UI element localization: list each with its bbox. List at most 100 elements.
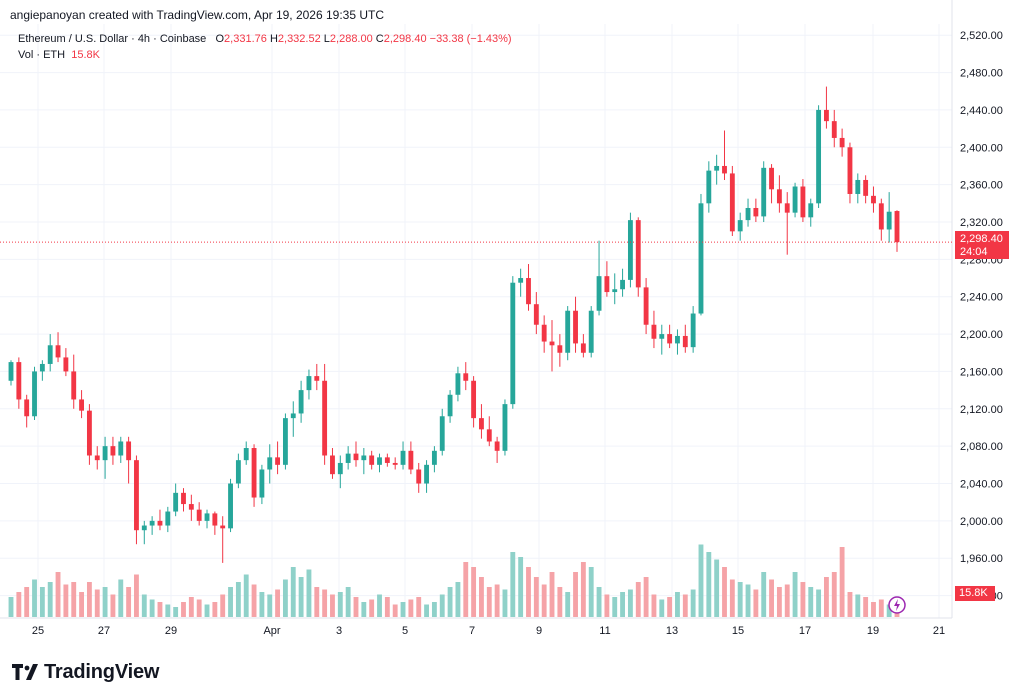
ohlc-legend: Ethereum / U.S. Dollar · 4h · Coinbase O… xyxy=(18,33,512,45)
volume-bar xyxy=(494,584,500,617)
candle-body xyxy=(643,287,649,325)
y-tick-label: 2,200.00 xyxy=(960,329,1003,341)
volume-bar xyxy=(8,597,14,617)
volume-bar xyxy=(596,587,602,617)
candle-body xyxy=(659,334,665,339)
volume-bar xyxy=(306,569,312,617)
volume-bar xyxy=(455,582,461,617)
candle-body xyxy=(604,276,610,293)
volume-bar xyxy=(682,594,688,617)
candle-body xyxy=(71,371,77,400)
volume-bar xyxy=(737,582,743,617)
candle-body xyxy=(667,334,673,344)
candle-body xyxy=(24,399,30,417)
candle-body xyxy=(714,165,720,171)
volume-bar xyxy=(855,594,861,617)
bar-countdown: 24:04 xyxy=(960,246,988,258)
candle-body xyxy=(494,441,500,451)
volume-bar xyxy=(314,587,320,617)
volume-bar xyxy=(604,594,610,617)
candle-body xyxy=(400,450,406,465)
candle-body xyxy=(55,345,61,358)
candle-body xyxy=(63,357,69,372)
candle-body xyxy=(463,373,469,381)
y-tick-label: 2,440.00 xyxy=(960,105,1003,117)
volume-bar xyxy=(86,582,92,617)
candle-body xyxy=(267,457,273,470)
volume-bar xyxy=(118,579,124,617)
candle-body xyxy=(573,310,578,344)
candle-body xyxy=(173,492,179,512)
volume-bar xyxy=(541,584,547,617)
candle-body xyxy=(110,446,116,456)
volume-bar xyxy=(94,589,100,617)
candle-body xyxy=(322,380,328,456)
candle-body xyxy=(682,335,688,348)
candle-body xyxy=(596,276,602,311)
volume-bar xyxy=(761,572,767,617)
candle-body xyxy=(392,462,398,465)
x-tick-label: 25 xyxy=(32,625,44,637)
volume-bar xyxy=(800,582,806,617)
volume-bar xyxy=(847,592,853,617)
chart-credit: angiepanoyan created with TradingView.co… xyxy=(10,8,385,22)
candle-body xyxy=(188,504,194,510)
volume-bar xyxy=(510,552,516,617)
symbol-label: Ethereum / U.S. Dollar · 4h · Coinbase xyxy=(18,33,207,45)
volume-bar xyxy=(839,547,845,617)
volume-bar xyxy=(110,594,116,617)
volume-bar xyxy=(878,599,884,617)
candle-body xyxy=(408,450,414,470)
candle-body xyxy=(416,469,422,484)
candle-body xyxy=(424,464,429,484)
candle-body xyxy=(228,483,233,529)
volume-bar xyxy=(471,567,477,617)
candle-body xyxy=(886,211,892,230)
candle-body xyxy=(871,195,876,204)
candle-body xyxy=(196,509,202,521)
x-tick-label: 19 xyxy=(867,625,879,637)
candle-body xyxy=(345,453,351,463)
x-tick-label: 21 xyxy=(933,625,945,637)
volume-bar xyxy=(612,597,618,617)
y-tick-label: 2,360.00 xyxy=(960,180,1003,192)
volume-bar xyxy=(408,599,414,617)
candle-body xyxy=(165,511,171,526)
volume-bar xyxy=(776,587,782,617)
candle-body xyxy=(863,179,869,196)
candle-body xyxy=(235,460,241,484)
volume-bar xyxy=(549,572,555,617)
candle-body xyxy=(745,207,751,221)
volume-bar xyxy=(526,567,531,617)
candle-body xyxy=(314,376,320,381)
x-tick-label: 11 xyxy=(599,625,610,637)
volume-bar xyxy=(337,592,343,617)
candle-body xyxy=(330,455,335,475)
y-tick-label: 1,960.00 xyxy=(960,553,1003,565)
x-tick-label: 5 xyxy=(402,625,408,637)
tradingview-brand[interactable]: TradingView xyxy=(12,660,159,684)
candle-body xyxy=(455,373,461,395)
volume-bar xyxy=(102,587,108,617)
candle-body xyxy=(431,450,437,465)
candle-body xyxy=(761,167,767,217)
candle-body xyxy=(16,362,22,400)
candle-body xyxy=(769,167,774,190)
candle-body xyxy=(831,121,837,138)
x-tick-label: 27 xyxy=(98,625,110,637)
high-label: H xyxy=(269,33,278,45)
candle-body xyxy=(580,343,586,353)
volume-bar xyxy=(439,594,445,617)
candle-body xyxy=(384,457,390,463)
volume-bar xyxy=(165,604,171,617)
y-tick-label: 2,080.00 xyxy=(960,441,1003,453)
candle-body xyxy=(8,362,14,381)
candle-body xyxy=(141,525,147,531)
volume-label: Vol · ETH xyxy=(18,49,66,61)
candle-body xyxy=(878,203,884,230)
volume-bar xyxy=(871,602,876,617)
volume-bar xyxy=(447,587,453,617)
x-tick-label: 9 xyxy=(536,625,542,637)
candle-body xyxy=(698,203,704,314)
